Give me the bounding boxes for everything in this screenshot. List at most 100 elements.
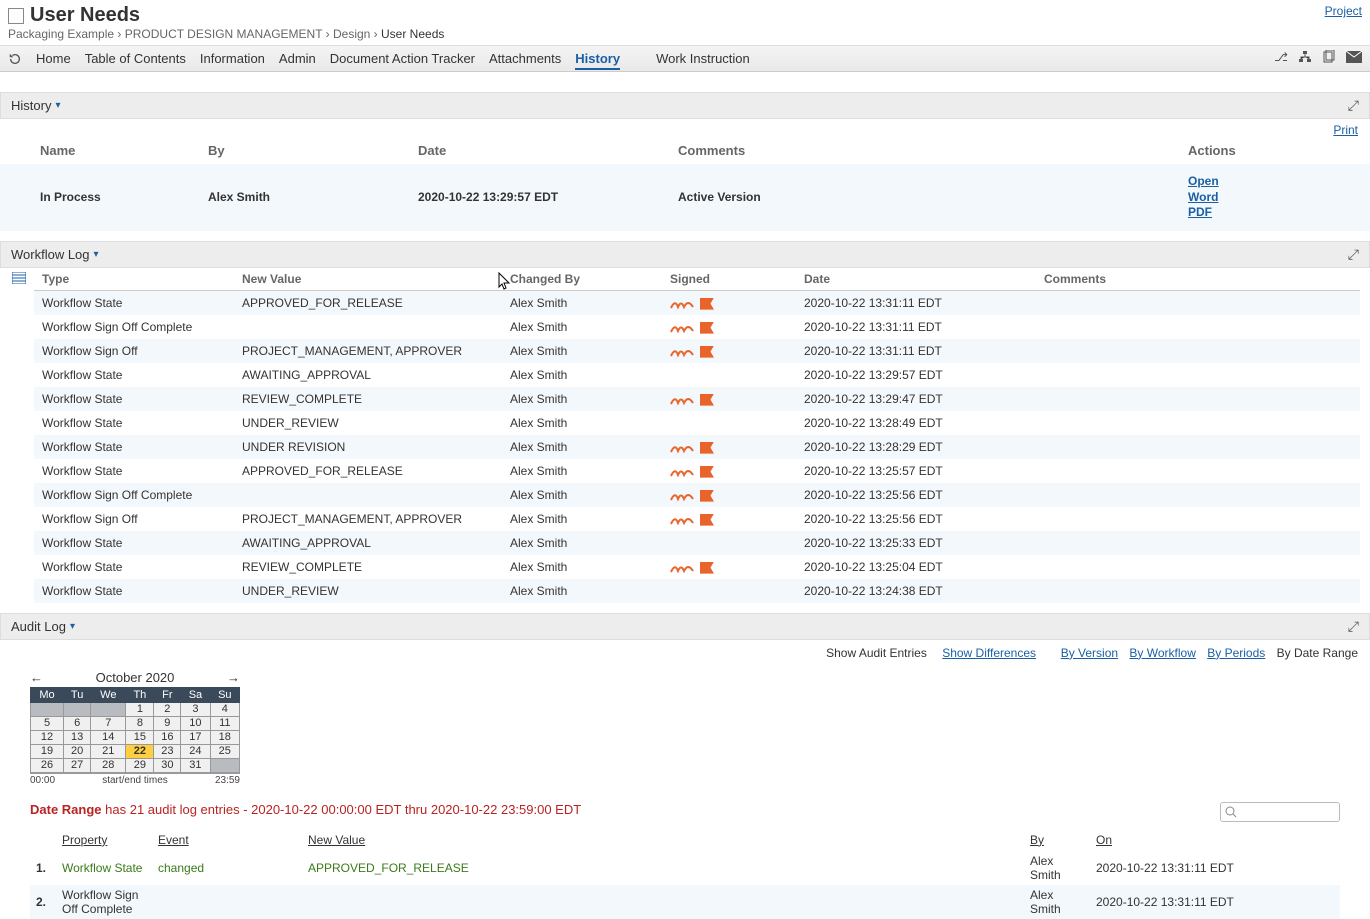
action-open[interactable]: Open [1188,174,1362,190]
cal-day[interactable]: 31 [181,758,210,772]
col-date: Date [410,137,670,164]
tab-work-instruction[interactable]: Work Instruction [656,49,750,68]
tab-document-action-tracker[interactable]: Document Action Tracker [330,49,475,68]
ae-col-property[interactable]: Property [56,829,152,851]
cal-next[interactable]: → [227,670,240,685]
cal-day[interactable]: 24 [181,744,210,758]
wf-col-by[interactable]: Changed By [502,268,662,291]
sitemap-icon[interactable] [1298,50,1312,67]
search-icon [1225,806,1237,821]
cal-day[interactable]: 30 [154,758,181,772]
expand-icon[interactable]: ⤢ [1348,246,1359,263]
columns-icon[interactable] [12,272,26,287]
tab-table-of-contents[interactable]: Table of Contents [85,49,186,68]
workflow-row: Workflow StateUNDER REVISIONAlex Smith20… [34,435,1360,459]
tab-bar: Home Table of Contents Information Admin Doc… [0,45,1370,72]
range-label: Date Range [30,802,102,817]
col-actions: Actions [1180,137,1370,164]
cal-day[interactable]: 5 [31,716,64,730]
print-link[interactable]: Print [1333,123,1358,137]
cal-day[interactable]: 1 [126,702,154,716]
cal-day[interactable]: 21 [91,744,126,758]
workflow-row: Workflow StateAPPROVED_FOR_RELEASEAlex S… [34,290,1360,315]
breadcrumb-item[interactable]: PRODUCT DESIGN MANAGEMENT [125,27,323,41]
workflow-section-title: Workflow Log [11,247,90,262]
history-actions: Open Word PDF [1180,164,1370,231]
document-icon [8,8,24,24]
wf-col-comments[interactable]: Comments [1036,268,1360,291]
wf-col-value[interactable]: New Value [234,268,502,291]
cal-day[interactable]: 15 [126,730,154,744]
cal-day[interactable]: 19 [31,744,64,758]
tab-information[interactable]: Information [200,49,265,68]
cal-day[interactable]: 14 [91,730,126,744]
breadcrumb-item[interactable]: Packaging Example [8,27,114,41]
tab-home[interactable]: Home [36,49,71,68]
branch-icon[interactable]: ⎇ [1274,50,1288,67]
cal-day[interactable]: 11 [210,716,239,730]
tab-history[interactable]: History [575,49,620,70]
cal-day[interactable]: 28 [91,758,126,772]
show-differences-link[interactable]: Show Differences [942,646,1036,660]
cal-day[interactable]: 17 [181,730,210,744]
action-word[interactable]: Word [1188,190,1362,206]
ae-col-by[interactable]: By [1024,829,1090,851]
cal-day[interactable]: 25 [210,744,239,758]
signature-icon [670,464,714,478]
workflow-row: Workflow StateAWAITING_APPROVALAlex Smit… [34,363,1360,387]
cal-day [64,702,91,716]
history-row: In Process Alex Smith 2020-10-22 13:29:5… [0,164,1370,231]
history-section-header[interactable]: History ▾ ⤢ [0,92,1370,119]
tab-attachments[interactable]: Attachments [489,49,561,68]
ae-col-event[interactable]: Event [152,829,302,851]
cal-day[interactable]: 6 [64,716,91,730]
cal-day[interactable]: 22 [126,744,154,758]
cal-day[interactable]: 23 [154,744,181,758]
workflow-section-header[interactable]: Workflow Log ▾ ⤢ [0,241,1370,268]
cal-dow: We [91,687,126,702]
cal-dow: Sa [181,687,210,702]
audit-section-header[interactable]: Audit Log ▾ ⤢ [0,613,1370,640]
cal-time-end: 23:59 [215,775,240,786]
by-workflow-link[interactable]: By Workflow [1129,646,1195,660]
tab-admin[interactable]: Admin [279,49,316,68]
cal-prev[interactable]: ← [30,670,43,685]
cal-day[interactable]: 2 [154,702,181,716]
page-title: User Needs [30,4,140,27]
breadcrumb-item[interactable]: Design [333,27,370,41]
signature-icon [670,320,714,334]
wf-col-date[interactable]: Date [796,268,1036,291]
cal-day[interactable]: 29 [126,758,154,772]
cal-day[interactable]: 13 [64,730,91,744]
audit-search-input[interactable] [1220,802,1340,822]
wf-col-signed[interactable]: Signed [662,268,796,291]
by-periods-link[interactable]: By Periods [1207,646,1265,660]
ae-col-on[interactable]: On [1090,829,1340,851]
cal-day[interactable]: 18 [210,730,239,744]
cal-dow: Fr [154,687,181,702]
mail-icon[interactable] [1346,50,1362,67]
expand-icon[interactable]: ⤢ [1348,97,1359,114]
cal-day[interactable]: 26 [31,758,64,772]
range-text: has 21 audit log entries - 2020-10-22 00… [105,802,581,817]
cal-day [210,758,239,772]
cal-day[interactable]: 4 [210,702,239,716]
cal-day[interactable]: 9 [154,716,181,730]
action-pdf[interactable]: PDF [1188,205,1362,221]
cal-day[interactable]: 16 [154,730,181,744]
cal-day[interactable]: 8 [126,716,154,730]
cal-day[interactable]: 20 [64,744,91,758]
expand-icon[interactable]: ⤢ [1348,618,1359,635]
signature-icon [670,512,714,526]
cal-day[interactable]: 7 [91,716,126,730]
cal-day[interactable]: 3 [181,702,210,716]
cal-day[interactable]: 10 [181,716,210,730]
ae-col-value[interactable]: New Value [302,829,1024,851]
cal-day[interactable]: 27 [64,758,91,772]
wf-col-type[interactable]: Type [34,268,234,291]
by-version-link[interactable]: By Version [1061,646,1118,660]
refresh-icon[interactable] [8,52,22,66]
project-link[interactable]: Project [1325,4,1362,18]
cal-day[interactable]: 12 [31,730,64,744]
copy-icon[interactable] [1322,50,1336,67]
